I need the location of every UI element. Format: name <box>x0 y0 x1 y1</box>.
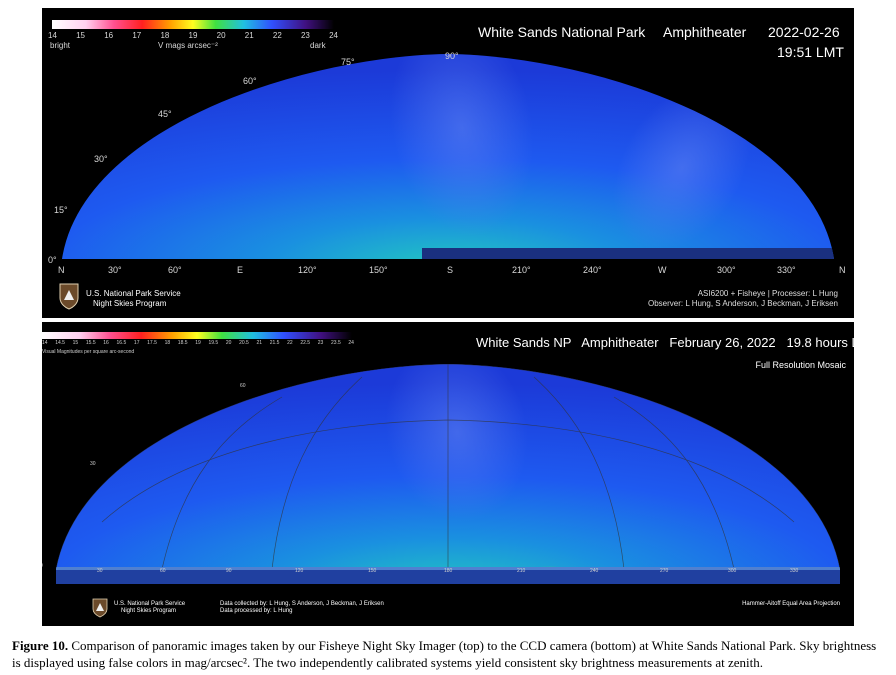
magnitude-tick-row: 14 14.5 15 15.5 16 16.5 17 17.5 18 18.5 … <box>42 340 354 346</box>
figure-caption: Figure 10. Comparison of panoramic image… <box>12 637 888 671</box>
scale-tick: 22 <box>272 31 282 40</box>
az-label: 90 <box>226 568 232 574</box>
scale-tick: 15 <box>76 31 86 40</box>
time-label: 19:51 LMT <box>777 44 844 60</box>
magnitude-tick: 18.5 <box>177 340 188 346</box>
scale-dark-label: dark <box>310 41 326 50</box>
scale-tick: 23 <box>300 31 310 40</box>
scale-tick: 24 <box>329 31 338 40</box>
magnitude-tick: 23.5 <box>331 340 341 346</box>
az-label: W <box>658 265 667 275</box>
magnitude-tick: 23 <box>317 340 324 346</box>
az-label: N <box>839 265 846 275</box>
magnitude-tick: 19.5 <box>208 340 219 346</box>
az-label: 150° <box>369 265 388 275</box>
alt-label: 45° <box>158 109 172 119</box>
brightness-scale-bar <box>52 20 334 29</box>
org-name: U.S. National Park Service <box>86 289 181 298</box>
az-label: 30 <box>97 568 103 574</box>
magnitude-tick: 14.5 <box>55 340 65 346</box>
magnitude-tick: 21 <box>256 340 263 346</box>
date-label: 2022-02-26 <box>768 24 840 40</box>
mosaic-subtitle: Full Resolution Mosaic <box>755 360 846 370</box>
magnitude-tick: 22 <box>287 340 293 346</box>
mosaic-title: White Sands NP Amphitheater February 26,… <box>476 335 854 350</box>
az-label: 30° <box>108 265 122 275</box>
fisheye-panorama-panel: 14 15 16 17 18 19 20 21 22 23 24 bright … <box>42 8 854 318</box>
magnitude-tick: 17.5 <box>147 340 157 346</box>
az-label: 210 <box>517 568 526 574</box>
az-label: 180 <box>444 568 453 574</box>
az-label: 150 <box>368 568 377 574</box>
caption-text: Comparison of panoramic images taken by … <box>12 638 877 670</box>
scale-tick: 20 <box>216 31 226 40</box>
az-label: 120° <box>298 265 317 275</box>
magnitude-tick: 24 <box>348 340 354 346</box>
data-collected-credit: Data collected by: L Hung, S Anderson, J… <box>220 601 384 607</box>
nps-arrowhead-logo <box>92 598 108 618</box>
magnitude-tick: 19 <box>195 340 201 346</box>
alt-label: 15° <box>54 205 68 215</box>
alt-label: 60° <box>243 76 257 86</box>
az-label: 60 <box>160 568 166 574</box>
scale-tick: 18 <box>160 31 170 40</box>
az-label: 330 <box>790 568 799 574</box>
scale-tick-row: 14 15 16 17 18 19 20 21 22 23 24 <box>48 31 338 40</box>
az-label: 300 <box>728 568 737 574</box>
scale-tick: 14 <box>48 31 57 40</box>
org-name: U.S. National Park Service <box>114 601 186 607</box>
az-label: E <box>237 265 244 275</box>
site-title: Amphitheater <box>663 24 747 40</box>
scale-tick: 17 <box>132 31 142 40</box>
az-label: 330° <box>777 265 796 275</box>
az-label: 270 <box>660 568 669 574</box>
figure-label: Figure 10. <box>12 638 69 653</box>
program-name: Night Skies Program <box>93 299 167 308</box>
observer-credit: Observer: L Hung, S Anderson, J Beckman,… <box>647 299 838 308</box>
magnitude-tick: 15.5 <box>85 340 96 346</box>
alt-label: 90° <box>445 51 459 61</box>
park-title: White Sands National Park <box>478 24 646 40</box>
az-label: 120 <box>295 568 304 574</box>
az-label: 300° <box>717 265 736 275</box>
alt-label: 0° <box>48 255 57 265</box>
scale-tick: 19 <box>188 31 198 40</box>
magnitude-tick: 22.5 <box>300 340 311 346</box>
az-label: 240° <box>583 265 602 275</box>
magnitude-tick: 16 <box>103 340 109 346</box>
alt-label: 0 <box>42 563 43 569</box>
az-label: 60° <box>168 265 182 275</box>
fisheye-sky-image <box>52 20 834 259</box>
az-label: N <box>58 265 65 275</box>
magnitude-tick: 20 <box>225 340 232 346</box>
magnitude-tick: 18 <box>164 340 171 346</box>
az-label: 210° <box>512 265 531 275</box>
projection-label: Hammer-Aitoff Equal Area Projection <box>742 601 840 607</box>
scale-tick: 16 <box>104 31 114 40</box>
magnitude-tick: 20.5 <box>239 340 249 346</box>
magnitude-scale-caption: Visual Magnitudes per square arc-second <box>42 349 135 355</box>
magnitude-tick: 16.5 <box>116 340 127 346</box>
instrument-credit: ASI6200 + Fisheye | Processer: L Hung <box>697 289 838 298</box>
magnitude-scale-bar <box>42 332 352 339</box>
ccd-mosaic-panel: 14 14.5 15 15.5 16 16.5 17 17.5 18 18.5 … <box>42 322 854 626</box>
az-label: 240 <box>590 568 599 574</box>
alt-label: 75° <box>341 57 355 67</box>
magnitude-tick: 14 <box>42 340 48 346</box>
alt-label: 60 <box>240 383 246 389</box>
magnitude-tick: 17 <box>133 340 140 346</box>
ccd-sky-image <box>42 332 840 584</box>
nps-arrowhead-logo <box>59 283 79 310</box>
scale-units-label: V mags arcsec⁻² <box>158 41 218 50</box>
alt-label: 30° <box>94 154 108 164</box>
data-processed-credit: Data processed by: L Hung <box>220 608 293 614</box>
scale-tick: 21 <box>244 31 254 40</box>
alt-label: 30 <box>90 461 96 467</box>
program-name: Night Skies Program <box>121 608 177 614</box>
az-label: S <box>447 265 454 275</box>
scale-bright-label: bright <box>50 41 71 50</box>
magnitude-tick: 15 <box>72 340 79 346</box>
magnitude-tick: 21.5 <box>269 340 280 346</box>
